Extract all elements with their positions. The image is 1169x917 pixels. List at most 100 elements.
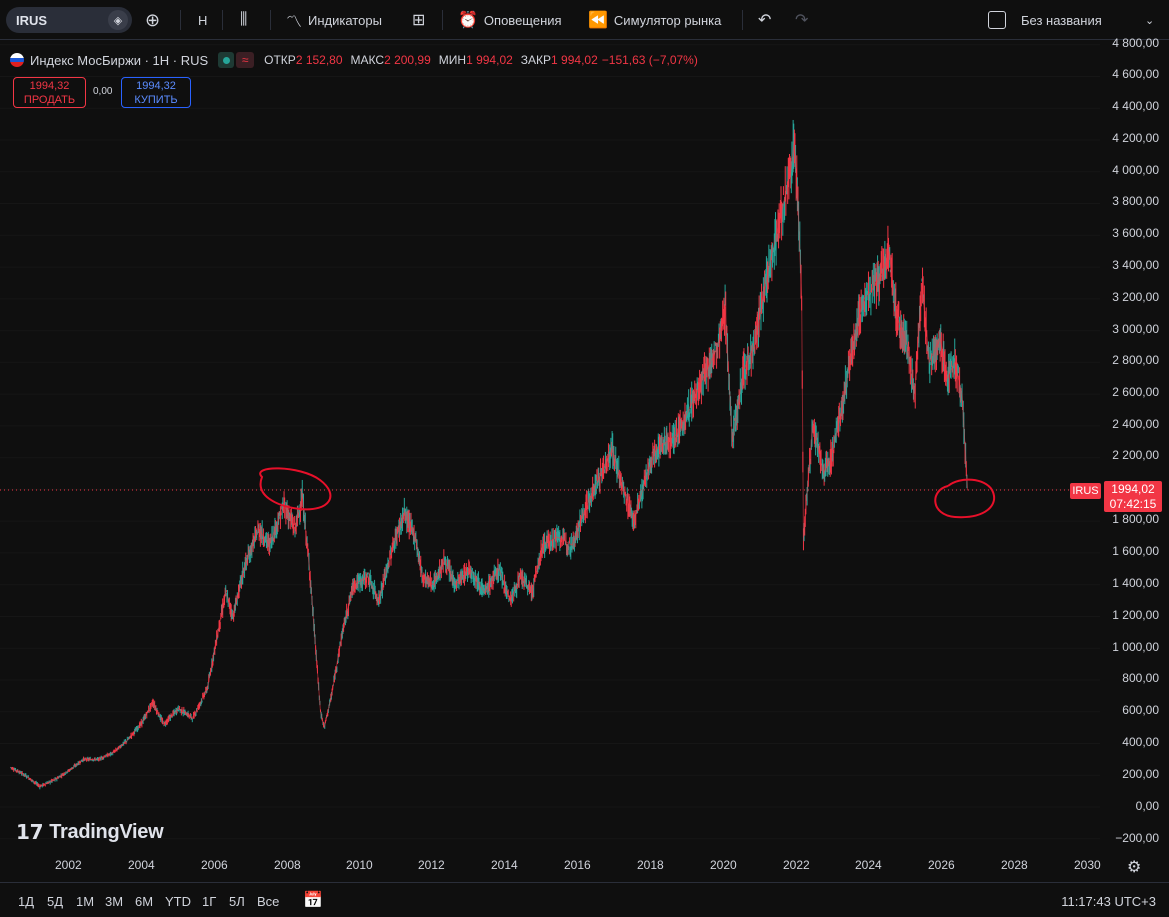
- date-range-calendar-icon[interactable]: 📅: [303, 892, 323, 909]
- price-tick-label: 2 200,00: [1112, 448, 1159, 462]
- price-tick-label: 3 200,00: [1112, 290, 1159, 304]
- layout-checkbox-icon[interactable]: [988, 11, 1006, 29]
- buy-price: 1994,32: [136, 80, 176, 92]
- gear-icon[interactable]: ⚙: [1127, 859, 1142, 876]
- legend-title[interactable]: Индекс МосБиржи · 1Н · RUS: [30, 52, 209, 68]
- replay-label: Симулятор рынка: [613, 12, 722, 28]
- undo-icon: ↶: [758, 12, 772, 29]
- candles: [10, 119, 968, 790]
- year-tick-label: 2018: [637, 858, 664, 872]
- buy-label: КУПИТЬ: [134, 94, 178, 106]
- range-button[interactable]: Все: [257, 894, 280, 909]
- data-status-icon[interactable]: ≈: [236, 52, 255, 68]
- buy-button[interactable]: 1994,32 КУПИТЬ: [121, 77, 191, 108]
- range-button[interactable]: 6М: [135, 894, 154, 909]
- price-tick-label: 200,00: [1122, 767, 1159, 781]
- range-button[interactable]: 5Д: [47, 894, 64, 909]
- year-tick-label: 2024: [855, 858, 882, 872]
- indicators-label: Индикаторы: [308, 12, 382, 28]
- year-tick-label: 2030: [1074, 858, 1101, 872]
- price-tick-label: 2 400,00: [1112, 417, 1159, 431]
- sell-label: ПРОДАТЬ: [23, 94, 76, 106]
- redo-button[interactable]: ↷: [795, 0, 814, 40]
- interval-button[interactable]: H: [198, 0, 207, 40]
- price-tick-label: 3 000,00: [1112, 322, 1159, 336]
- templates-button[interactable]: ⊞: [412, 0, 431, 40]
- indicators-button[interactable]: 〽 Индикаторы: [286, 0, 382, 40]
- annotation-circle: [259, 467, 332, 511]
- price-tick-label: 1 600,00: [1112, 544, 1159, 558]
- year-tick-label: 2014: [491, 858, 518, 872]
- chevron-down-icon: ⌄: [1145, 14, 1155, 27]
- price-chart[interactable]: [0, 40, 1169, 882]
- alerts-label: Оповещения: [483, 12, 562, 28]
- watermark-text: TradingView: [49, 821, 164, 843]
- low-key: МИН: [438, 53, 467, 67]
- year-tick-label: 2006: [201, 858, 228, 872]
- price-tick-label: 0,00: [1135, 799, 1159, 813]
- indicators-icon: 〽: [286, 14, 303, 31]
- chart-type-button[interactable]: ⫼: [240, 0, 253, 40]
- price-tick-label: 1 000,00: [1112, 640, 1159, 654]
- bar-countdown: 07:42:15: [1109, 497, 1157, 511]
- price-tick-label: 4 000,00: [1112, 163, 1159, 177]
- gem-icon[interactable]: ◈: [108, 10, 128, 30]
- year-tick-label: 2012: [418, 858, 445, 872]
- spread-value: 0,00: [93, 86, 113, 97]
- year-tick-label: 2026: [928, 858, 955, 872]
- price-tick-label: 800,00: [1122, 671, 1159, 685]
- last-price-label: 1994,02 07:42:15: [1104, 481, 1162, 512]
- year-tick-label: 2028: [1001, 858, 1028, 872]
- close-key: ЗАКР: [520, 53, 552, 67]
- range-button[interactable]: 1Д: [18, 894, 35, 909]
- symbol-search[interactable]: IRUS ◈: [6, 7, 132, 33]
- price-tick-label: 600,00: [1122, 703, 1159, 717]
- price-tick-label: 2 800,00: [1112, 353, 1159, 367]
- market-open-icon[interactable]: [218, 52, 235, 68]
- price-tick-label: 4 400,00: [1112, 99, 1159, 113]
- rewind-icon: ⏪: [588, 12, 608, 29]
- compare-button[interactable]: ⊕: [145, 0, 166, 40]
- price-line: [10, 139, 968, 787]
- price-tick-label: 400,00: [1122, 735, 1159, 749]
- symbol-price-tag: IRUS: [1070, 483, 1101, 499]
- year-tick-label: 2010: [346, 858, 373, 872]
- candles-icon: ⫼: [240, 11, 248, 28]
- low-value: 1 994,02: [466, 53, 513, 67]
- price-tick-label: 3 400,00: [1112, 258, 1159, 272]
- replay-button[interactable]: ⏪ Симулятор рынка: [588, 0, 721, 40]
- range-button[interactable]: 1М: [76, 894, 95, 909]
- price-tick-label: 4 600,00: [1112, 67, 1159, 81]
- range-button[interactable]: YTD: [165, 894, 191, 909]
- symbol-label: IRUS: [16, 12, 48, 28]
- price-tick-label: 3 800,00: [1112, 194, 1159, 208]
- layout-menu-button[interactable]: ⌄: [1145, 0, 1154, 40]
- price-tick-label: 1 800,00: [1112, 512, 1159, 526]
- annotation-circle: [934, 478, 996, 519]
- range-button[interactable]: 5Л: [229, 894, 245, 909]
- price-tick-label: 4 200,00: [1112, 131, 1159, 145]
- price-tick-label: 2 600,00: [1112, 385, 1159, 399]
- plus-circle-icon: ⊕: [145, 9, 161, 30]
- top-toolbar: IRUS ◈ ⊕ H ⫼ 〽 Индикаторы ⊞ ⏰ Оповещения ⏪…: [0, 0, 1169, 40]
- alerts-button[interactable]: ⏰ Оповещения: [458, 0, 562, 40]
- open-key: ОТКР: [264, 53, 296, 67]
- layout-name-label: Без названия: [1021, 12, 1102, 28]
- range-button[interactable]: 3М: [105, 894, 124, 909]
- clock[interactable]: 11:17:43 UTC+3: [1061, 894, 1156, 909]
- price-tick-label: 1 400,00: [1112, 576, 1159, 590]
- year-tick-label: 2020: [710, 858, 737, 872]
- tradingview-logo-icon: 𝟭𝟳: [16, 822, 44, 844]
- year-tick-label: 2022: [783, 858, 810, 872]
- tradingview-watermark[interactable]: 𝟭𝟳 TradingView: [16, 820, 164, 845]
- range-button[interactable]: 1Г: [202, 894, 217, 909]
- high-value: 2 200,99: [384, 53, 431, 67]
- alarm-clock-icon: ⏰: [458, 12, 478, 29]
- layout-name[interactable]: Без названия: [1021, 0, 1102, 40]
- undo-button[interactable]: ↶: [758, 0, 777, 40]
- price-tick-label: 4 800,00: [1112, 36, 1159, 50]
- sell-button[interactable]: 1994,32 ПРОДАТЬ: [13, 77, 86, 108]
- price-tick-label: 1 200,00: [1112, 608, 1159, 622]
- grid-icon: ⊞: [412, 12, 426, 29]
- redo-icon: ↷: [795, 12, 809, 29]
